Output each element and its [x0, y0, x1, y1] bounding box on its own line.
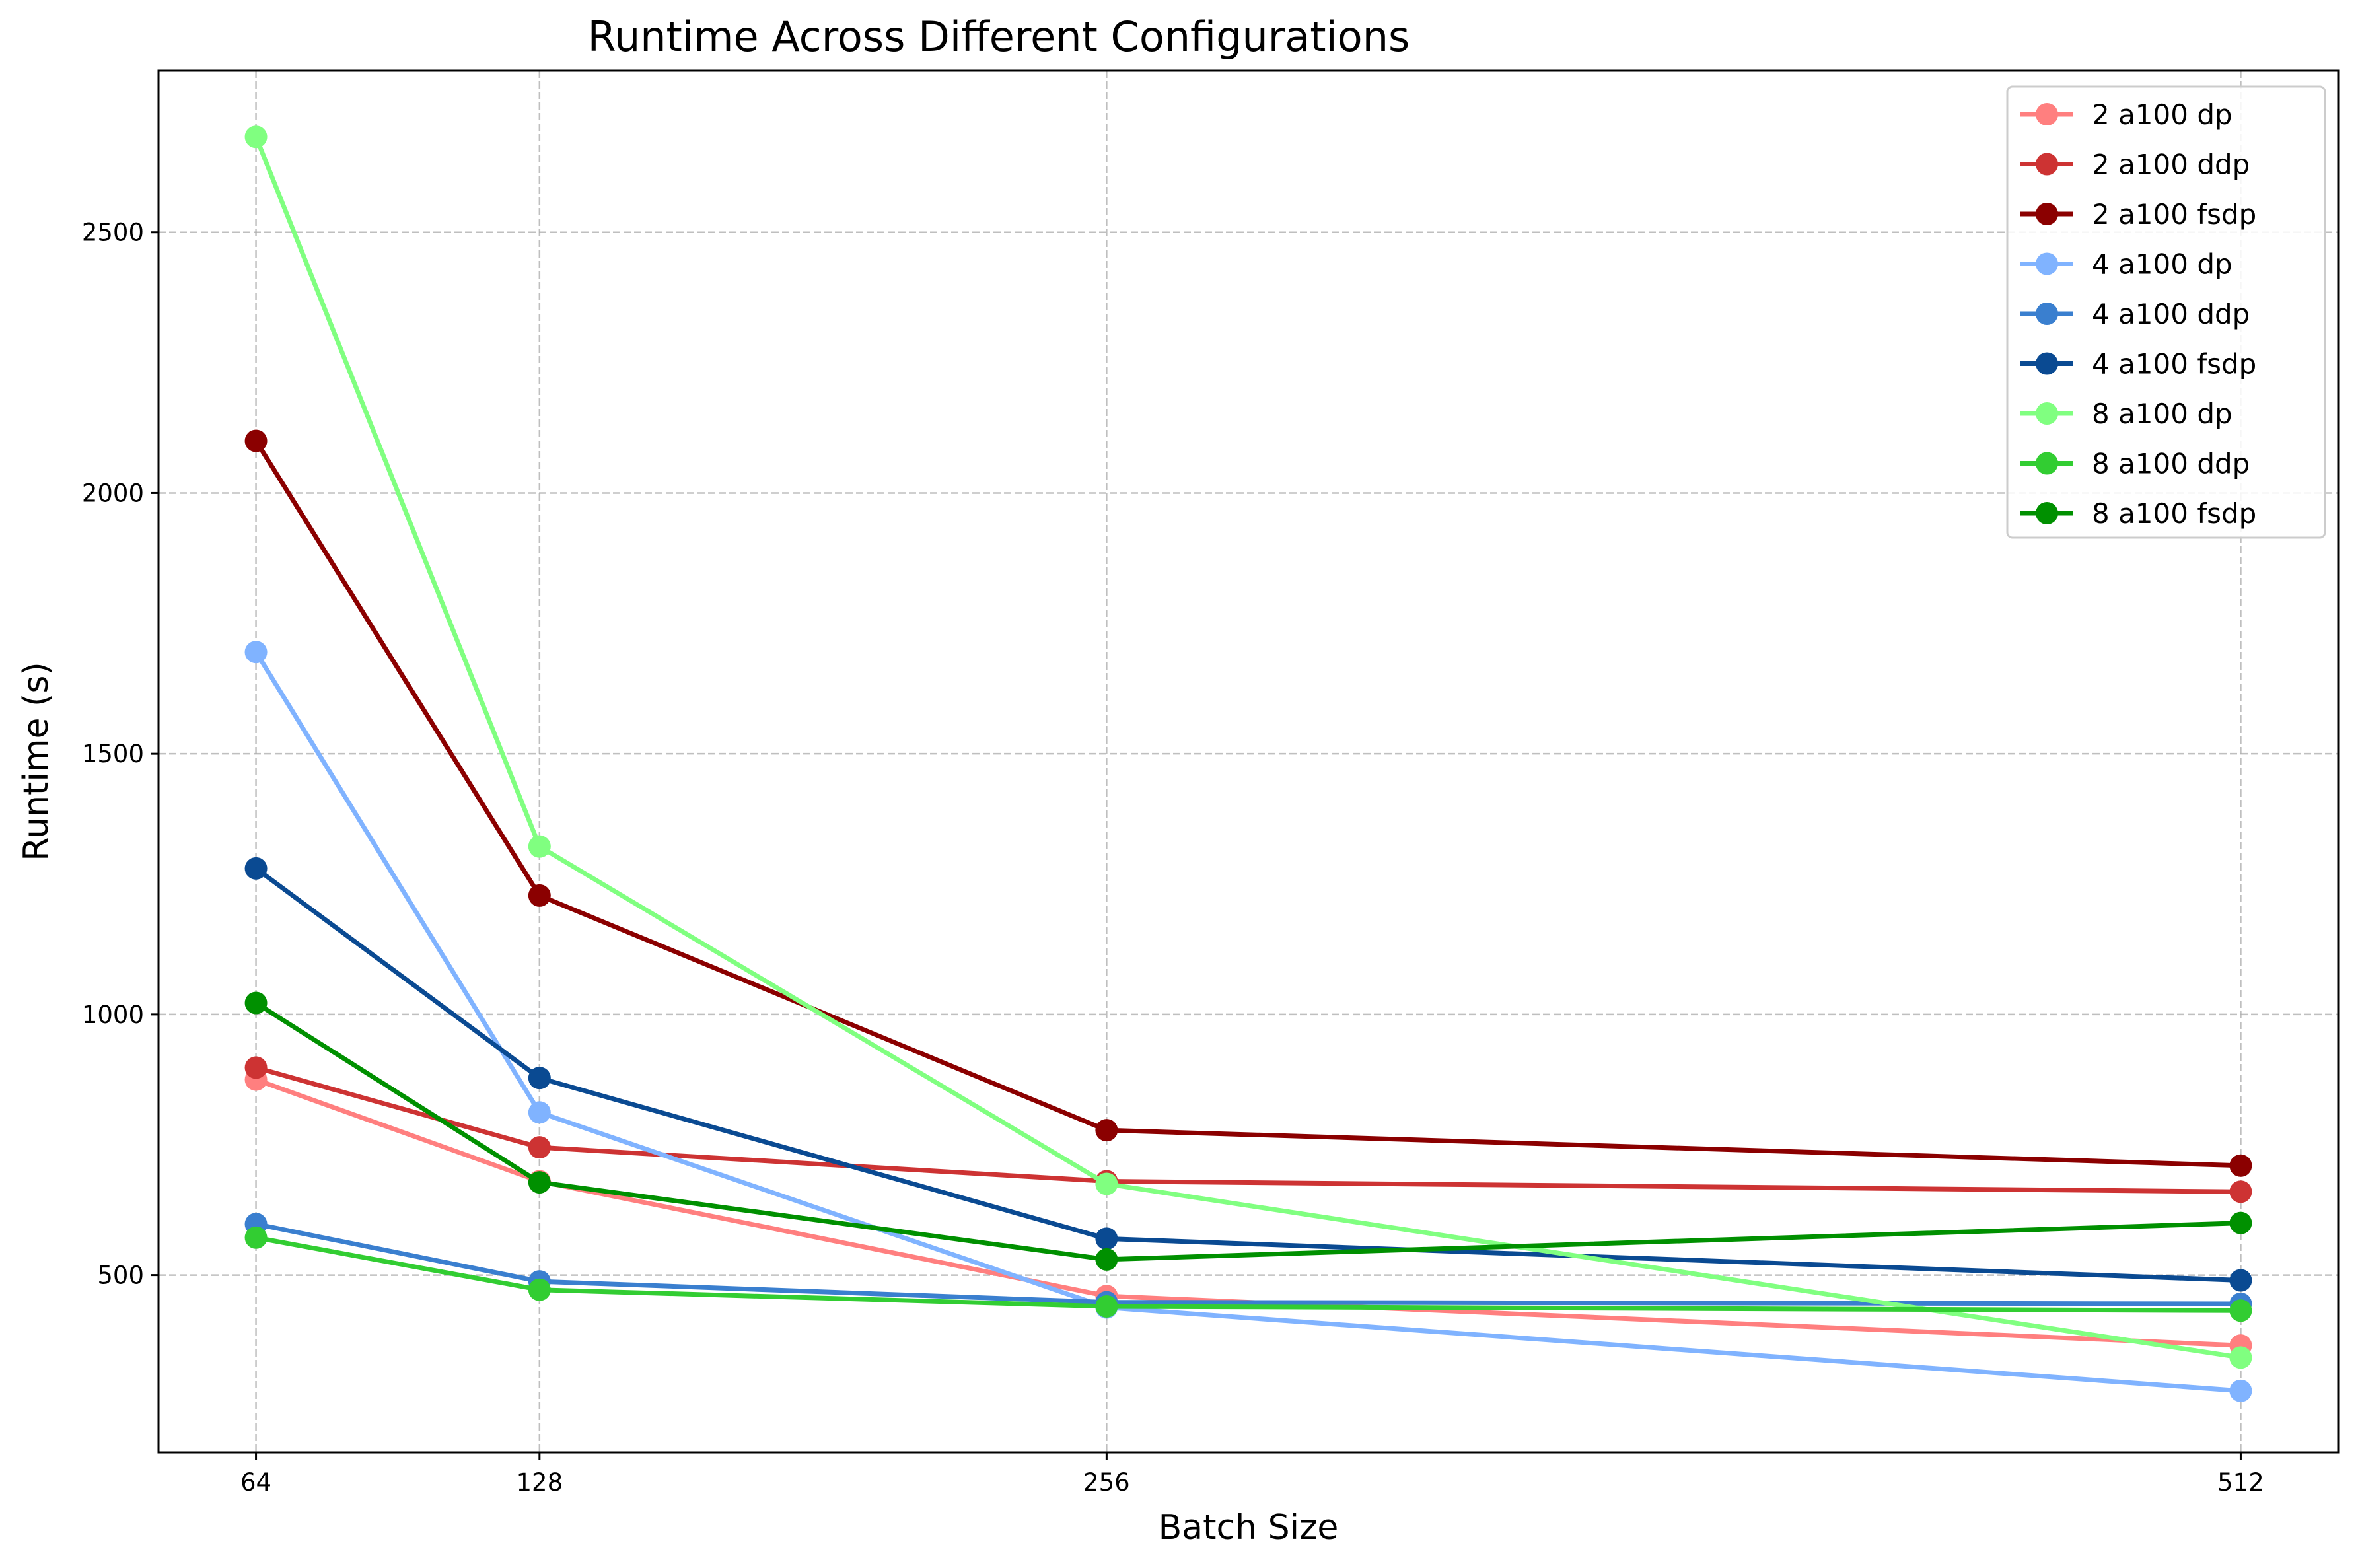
- data-point: [1095, 1227, 1118, 1250]
- data-point: [244, 991, 268, 1015]
- legend-label: 8 a100 dp: [2092, 398, 2233, 430]
- series-group: [244, 125, 2252, 1369]
- data-point: [2229, 1299, 2252, 1322]
- legend-frame: [2006, 85, 2326, 539]
- legend-label: 8 a100 ddp: [2092, 448, 2250, 480]
- data-point: [1095, 1172, 1118, 1195]
- data-point: [1095, 1295, 1118, 1318]
- y-tick-label: 2000: [82, 479, 144, 507]
- series-line: [254, 1077, 2243, 1348]
- series-line: [254, 866, 2243, 1283]
- data-point: [1095, 1248, 1118, 1271]
- legend-item: 8 a100 fsdp: [2020, 497, 2256, 530]
- data-point: [2229, 1379, 2252, 1402]
- y-tick-label: 1500: [82, 740, 144, 768]
- ticks-layer: 64 128 256 512 500 1000 1500 2000 2500: [82, 219, 2264, 1497]
- x-tick-label: 64: [240, 1468, 271, 1497]
- legend-item: 4 a100 dp: [2020, 248, 2233, 281]
- series-group: [244, 1226, 2252, 1322]
- legend-label: 2 a100 dp: [2092, 98, 2233, 131]
- y-tick-label: 2500: [82, 219, 144, 247]
- y-tick-label: 500: [97, 1262, 144, 1290]
- series-line: [254, 134, 2243, 1360]
- legend: 2 a100 dp 2 a100 ddp 2 a100 fsdp 4 a100 dp 4…: [2006, 85, 2326, 539]
- y-tick-label: 1000: [82, 1001, 144, 1029]
- legend-marker: [2036, 452, 2058, 475]
- legend-label: 4 a100 dp: [2092, 248, 2233, 281]
- legend-marker: [2036, 303, 2058, 325]
- legend-item: 4 a100 fsdp: [2020, 348, 2256, 380]
- x-tick-label: 256: [1083, 1468, 1130, 1497]
- chart-title: Runtime Across Different Configurations: [588, 13, 1410, 61]
- data-point: [2229, 1269, 2252, 1292]
- legend-item: 2 a100 dp: [2020, 98, 2233, 131]
- series-line: [254, 1065, 2243, 1194]
- data-point: [2229, 1346, 2252, 1369]
- legend-marker: [2036, 352, 2058, 375]
- legend-marker: [2036, 402, 2058, 425]
- legend-item: 2 a100 fsdp: [2020, 198, 2256, 231]
- legend-item: 8 a100 dp: [2020, 398, 2233, 430]
- legend-marker: [2036, 153, 2058, 176]
- legend-item: 8 a100 ddp: [2020, 448, 2250, 480]
- series-line: [254, 1221, 2243, 1306]
- series-line: [254, 1001, 2243, 1262]
- data-point: [2229, 1211, 2252, 1234]
- data-point: [528, 1171, 551, 1194]
- plot-area-frame: [157, 69, 2340, 1454]
- legend-label: 4 a100 fsdp: [2092, 348, 2256, 380]
- data-point: [244, 857, 268, 880]
- grid-layer: [159, 71, 2338, 1452]
- data-point: [2229, 1180, 2252, 1203]
- series-group: [244, 857, 2252, 1292]
- data-point: [1095, 1119, 1118, 1142]
- data-point: [244, 125, 268, 149]
- series-line: [254, 1235, 2243, 1313]
- y-axis-label: Runtime (s): [17, 662, 56, 861]
- legend-label: 8 a100 fsdp: [2092, 497, 2256, 530]
- data-point: [244, 641, 268, 664]
- data-point: [244, 429, 268, 452]
- data-point: [528, 1101, 551, 1124]
- legend-item: 4 a100 ddp: [2020, 298, 2250, 330]
- x-tick-label: 128: [517, 1468, 563, 1497]
- legend-label: 2 a100 fsdp: [2092, 198, 2256, 231]
- x-tick-label: 512: [2217, 1468, 2264, 1497]
- data-point: [528, 1067, 551, 1090]
- data-point: [528, 1136, 551, 1159]
- data-point: [244, 1226, 268, 1249]
- legend-marker: [2036, 502, 2058, 524]
- series-layer: [244, 125, 2252, 1402]
- data-point: [2229, 1154, 2252, 1177]
- data-point: [244, 1056, 268, 1079]
- legend-label: 4 a100 ddp: [2092, 298, 2250, 330]
- legend-marker: [2036, 252, 2058, 275]
- data-point: [528, 1278, 551, 1301]
- legend-marker: [2036, 103, 2058, 125]
- data-point: [528, 835, 551, 858]
- legend-item: 2 a100 ddp: [2020, 149, 2250, 181]
- legend-marker: [2036, 203, 2058, 225]
- series-line: [254, 649, 2243, 1394]
- x-axis-label: Batch Size: [1159, 1508, 1339, 1548]
- series-group: [244, 991, 2252, 1271]
- legend-label: 2 a100 ddp: [2092, 149, 2250, 181]
- data-point: [528, 884, 551, 907]
